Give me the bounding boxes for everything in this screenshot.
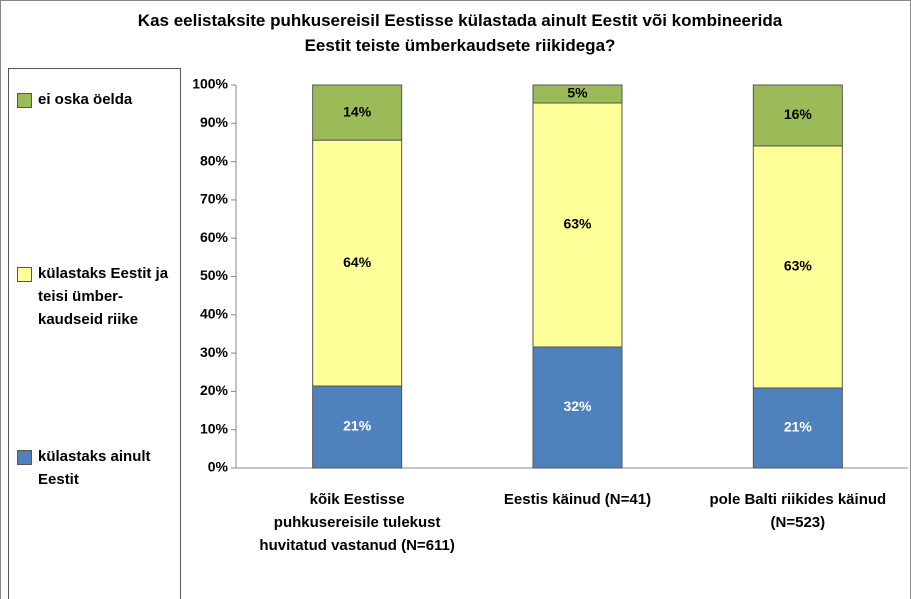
- bar-segment: [312, 84, 403, 141]
- legend-swatch: [17, 93, 32, 108]
- legend-box: [8, 68, 181, 599]
- x-tick-label: Eestis käinud (N=41): [503, 491, 652, 508]
- value-label: 63%: [784, 258, 813, 274]
- bar-segment: [312, 139, 403, 387]
- value-label: 21%: [784, 419, 813, 435]
- value-label: 14%: [343, 103, 372, 119]
- value-label: 64%: [343, 254, 372, 270]
- y-tick-label: 70%: [200, 191, 229, 207]
- bar-segment: [532, 102, 623, 348]
- y-tick-label: 50%: [200, 267, 229, 283]
- bar-segment: [532, 84, 623, 104]
- bar-segment: [752, 387, 843, 469]
- y-tick-label: 60%: [200, 229, 229, 245]
- y-tick-label: 90%: [200, 114, 229, 130]
- y-tick-label: 10%: [200, 420, 229, 436]
- value-label: 63%: [563, 216, 592, 232]
- bar-segment: [752, 145, 843, 389]
- value-label: 5%: [567, 85, 588, 101]
- value-label: 16%: [784, 106, 813, 122]
- value-label: 32%: [563, 398, 592, 414]
- legend-label: ei oska öelda: [38, 91, 133, 108]
- y-tick-label: 40%: [200, 306, 229, 322]
- legend-label: külastaks ainult Eestit: [38, 448, 151, 488]
- bar-segment: [752, 84, 843, 147]
- legend-label: külastaks Eestit ja teisi ümber-kaudseid…: [38, 265, 169, 328]
- x-tick-label: kõik Eestisse puhkusereisile tulekust hu…: [259, 491, 455, 554]
- y-tick-label: 0%: [208, 459, 229, 475]
- bar-segment: [312, 385, 403, 469]
- bar-segment: [532, 346, 623, 469]
- y-tick-label: 100%: [192, 76, 228, 92]
- legend-swatch: [17, 267, 32, 282]
- y-tick-label: 20%: [200, 382, 229, 398]
- y-tick-label: 80%: [200, 152, 229, 168]
- chart-title: Kas eelistaksite puhkusereisil Eestisse …: [137, 11, 783, 55]
- x-tick-label: pole Balti riikides käinud (N=523): [709, 491, 887, 531]
- legend-swatch: [17, 450, 32, 465]
- y-tick-label: 30%: [200, 344, 229, 360]
- value-label: 21%: [343, 418, 372, 434]
